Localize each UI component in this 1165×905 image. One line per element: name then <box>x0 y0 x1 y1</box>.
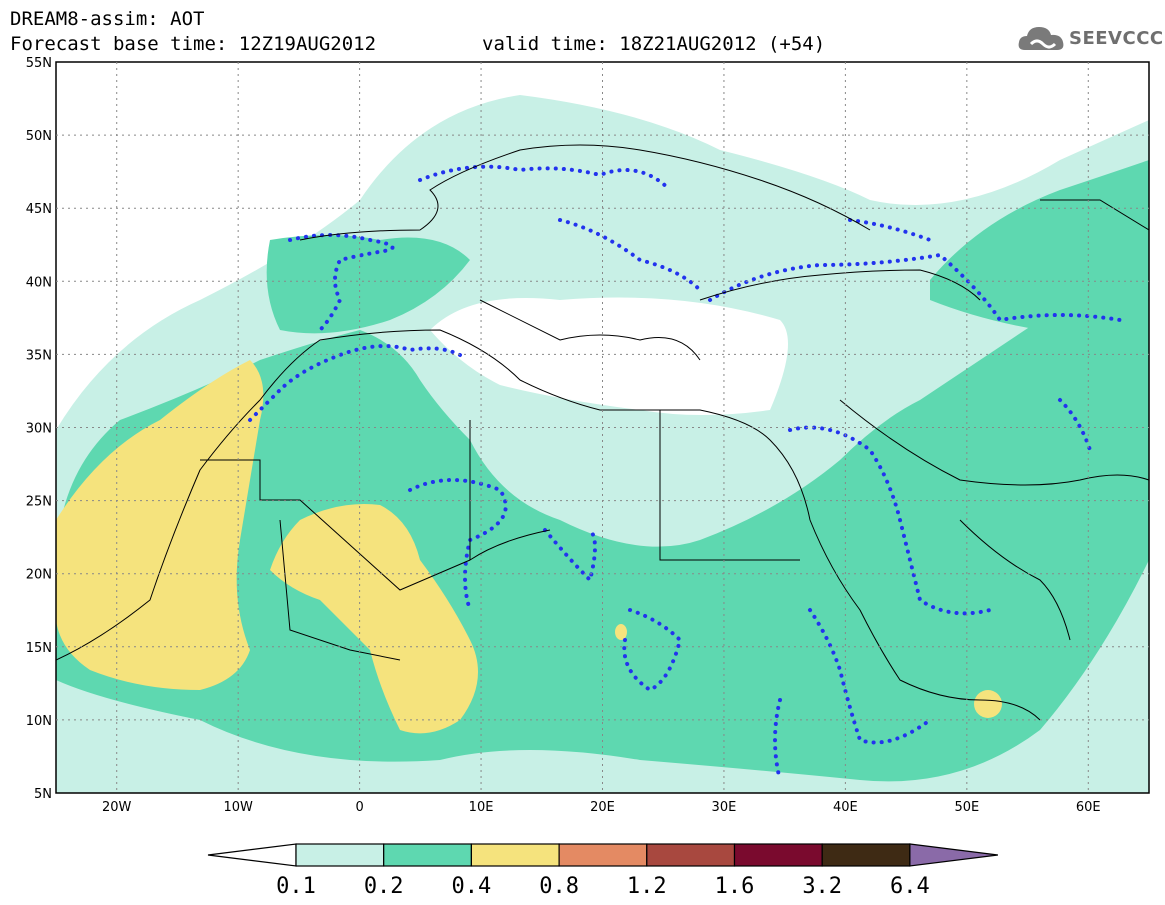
aot-band-0.4-somalia <box>974 690 1002 718</box>
colorbar-label: 0.1 <box>276 874 316 899</box>
lon-label: 0 <box>355 800 363 815</box>
lat-label: 25N <box>26 495 52 510</box>
lat-label: 5N <box>34 787 52 802</box>
aot-contour-dots <box>248 164 1122 782</box>
colorbar-swatch <box>383 843 473 867</box>
lat-label: 55N <box>26 56 52 71</box>
logo-text: SEEVCCC <box>1069 28 1164 49</box>
lat-label: 50N <box>26 129 52 144</box>
valid-time: valid time: 18Z21AUG2012 (+54) <box>482 33 826 55</box>
colorbar-swatch <box>821 843 911 867</box>
colorbar-high-arrow <box>909 843 998 867</box>
latitude-labels: 55N 50N 45N 40N 35N 30N 25N 20N 15N 10N 5N <box>26 56 52 802</box>
aot-band-0.2-iberia <box>266 235 470 334</box>
aot-band-0.4-west <box>56 360 264 690</box>
lat-label: 45N <box>26 202 52 217</box>
colorbar: 0.1 0.2 0.4 0.8 1.2 1.6 3.2 6.4 <box>207 843 998 899</box>
lon-label: 30E <box>712 800 737 815</box>
lat-label: 15N <box>26 641 52 656</box>
aot-band-0.2-north <box>930 160 1149 330</box>
colorbar-label: 0.4 <box>452 874 492 899</box>
colorbar-label: 6.4 <box>890 874 930 899</box>
colorbar-swatch <box>733 843 823 867</box>
aot-band-0.2 <box>56 240 1149 782</box>
longitude-labels: 20W 10W 0 10E 20E 30E 40E 50E 60E <box>102 800 1101 815</box>
lat-label: 30N <box>26 422 52 437</box>
colorbar-swatch <box>295 843 385 867</box>
colorbar-swatch <box>646 843 736 867</box>
seevccc-logo: SEEVCCC <box>1017 22 1163 58</box>
lat-label: 40N <box>26 275 52 290</box>
forecast-base-time: Forecast base time: 12Z19AUG2012 <box>10 33 377 55</box>
lon-label: 40E <box>833 800 858 815</box>
aot-band-0.4-chad <box>615 624 627 640</box>
lat-label: 20N <box>26 568 52 583</box>
colorbar-swatch <box>470 843 560 867</box>
coastlines-borders <box>56 144 1149 721</box>
colorbar-label: 1.2 <box>627 874 667 899</box>
lon-label: 10W <box>223 800 253 815</box>
lon-label: 10E <box>469 800 494 815</box>
lat-label: 10N <box>26 714 52 729</box>
lat-label: 35N <box>26 348 52 363</box>
colorbar-label: 3.2 <box>802 874 842 899</box>
cloud-icon <box>1018 27 1064 50</box>
colorbar-label: 0.8 <box>539 874 579 899</box>
clean-air-mediterranean <box>430 297 788 415</box>
lon-label: 20W <box>102 800 132 815</box>
lon-label: 60E <box>1076 800 1101 815</box>
lon-label: 20E <box>590 800 615 815</box>
colorbar-swatch <box>558 843 648 867</box>
colorbar-low-arrow <box>207 843 297 867</box>
map-title: DREAM8-assim: AOT <box>10 8 205 30</box>
aot-band-0.4-sahara <box>270 504 478 734</box>
lon-label: 50E <box>954 800 979 815</box>
colorbar-label: 0.2 <box>364 874 404 899</box>
graticule <box>56 62 1149 793</box>
colorbar-label: 1.6 <box>715 874 755 899</box>
